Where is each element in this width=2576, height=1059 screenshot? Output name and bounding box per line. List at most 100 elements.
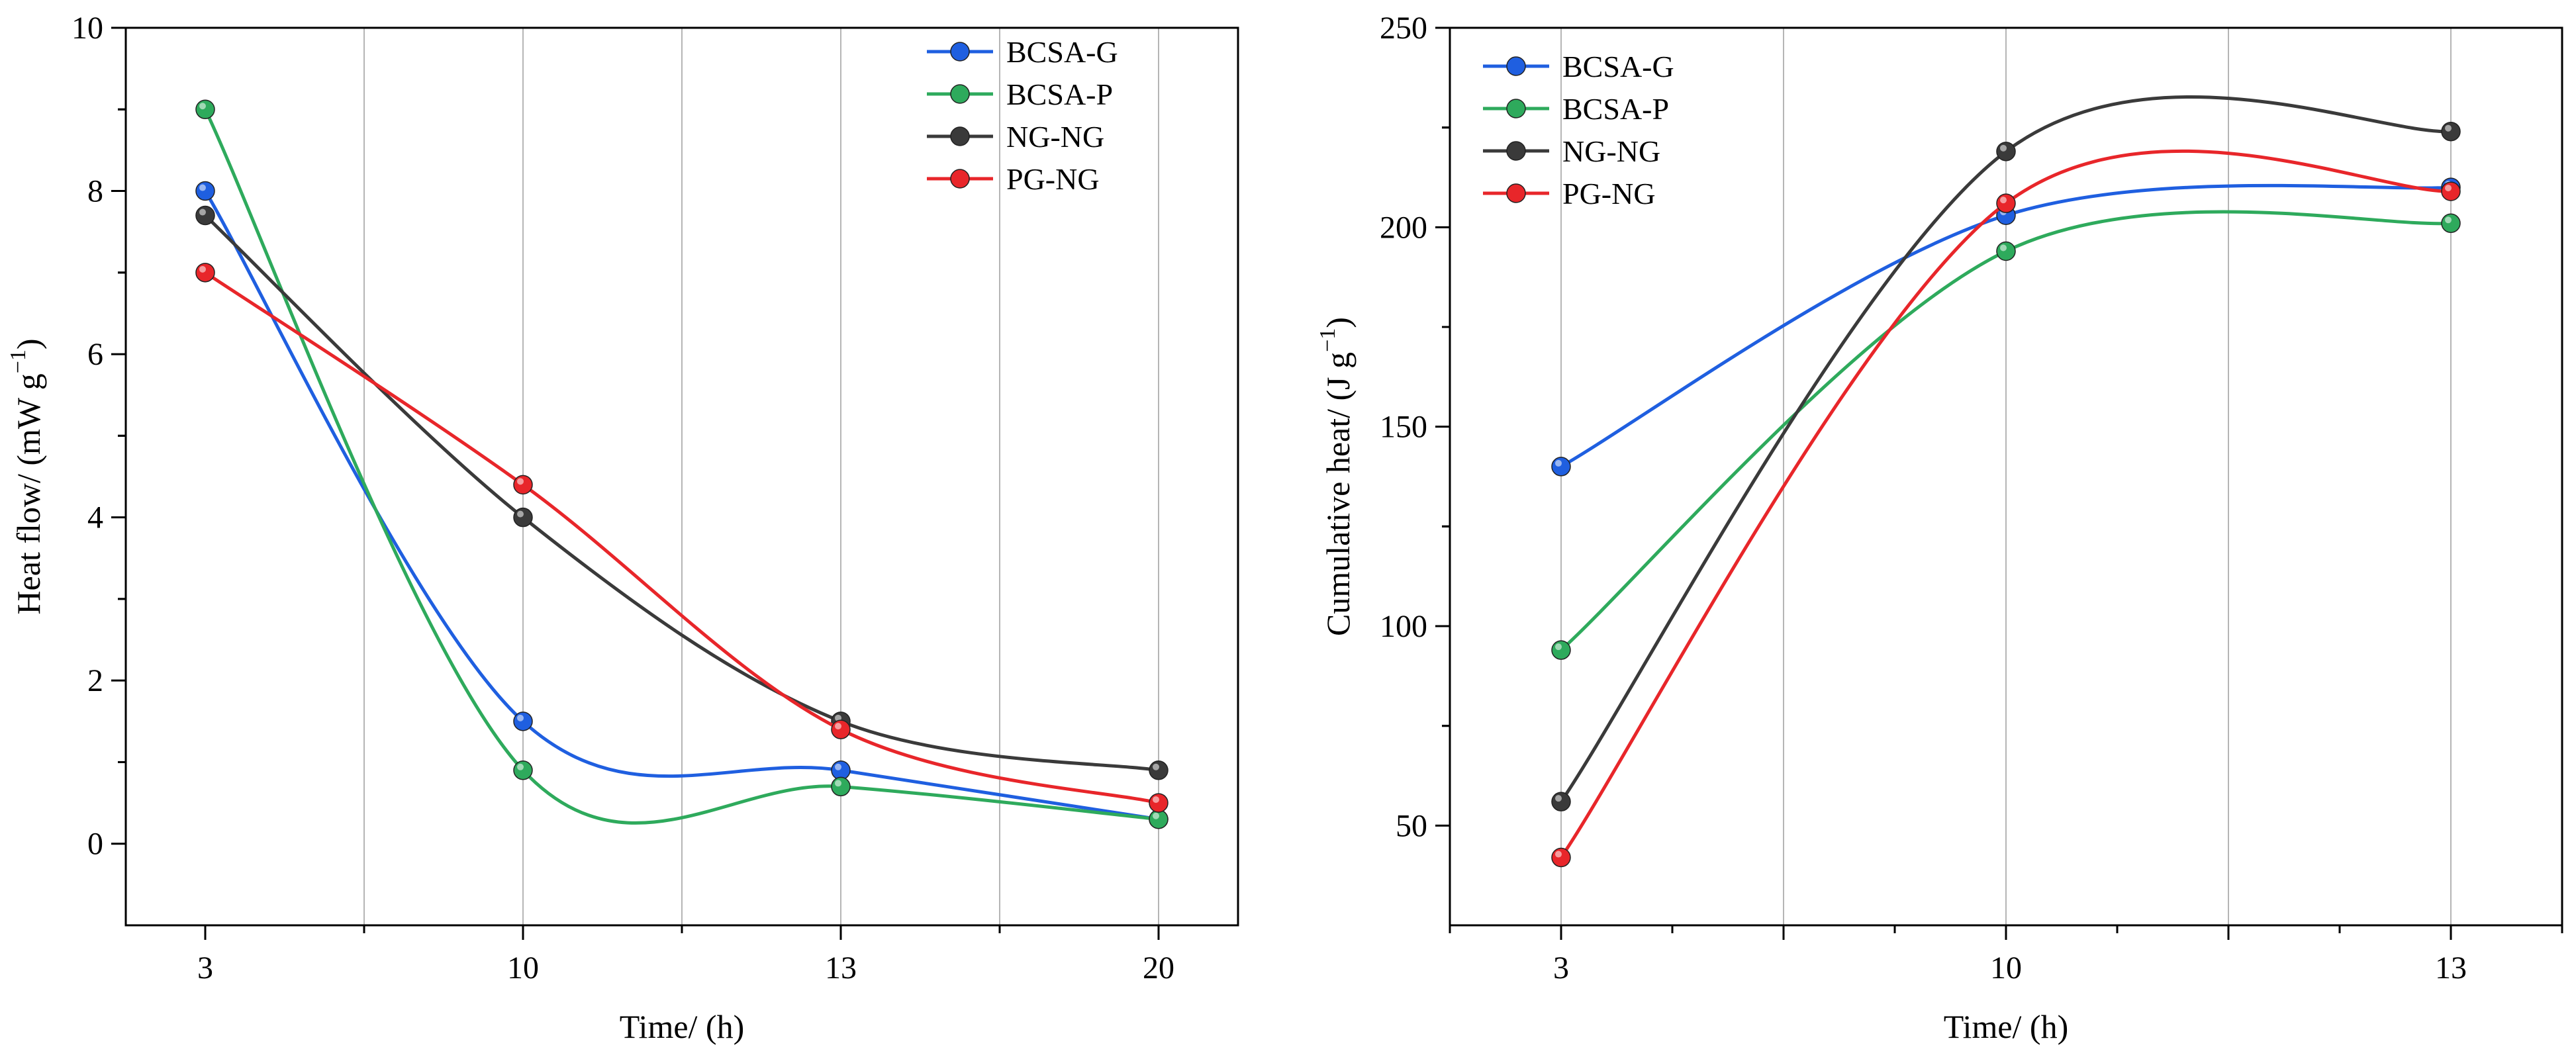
data-point-bcsa-p: [831, 776, 851, 797]
legend-marker-bcsa-g: [1506, 56, 1526, 76]
x-axis-title: Time/ (h): [620, 1008, 744, 1045]
data-point-highlight: [517, 510, 524, 518]
x-tick-label: 10: [1990, 950, 2022, 986]
y-tick-label: 4: [87, 500, 103, 535]
data-point-ng-ng: [1551, 792, 1571, 811]
legend-label-bcsa-g: BCSA-G: [1562, 50, 1674, 83]
data-point-ng-ng: [513, 507, 533, 528]
y-tick-label: 150: [1380, 410, 1427, 445]
data-point-pg-ng: [195, 263, 215, 283]
x-tick-label: 13: [825, 950, 857, 986]
series-line-ng-ng: [204, 214, 1159, 772]
series-line-bcsa-p: [203, 109, 1159, 825]
y-tick-label: 10: [72, 11, 103, 46]
x-tick-label: 3: [1553, 950, 1569, 986]
series-line-pg-ng: [204, 271, 1159, 805]
y-tick-label: 200: [1380, 210, 1427, 245]
data-point-bcsa-p: [1996, 241, 2016, 261]
y-axis-title: Heat flow/ (mW g−1): [6, 338, 47, 614]
y-axis-title-exponent: −1: [6, 349, 30, 373]
data-point-ng-ng: [1149, 760, 1169, 780]
data-point-bcsa-g: [831, 760, 851, 780]
y-tick-label: 0: [87, 827, 103, 862]
data-point-bcsa-p: [513, 760, 533, 780]
data-point-bcsa-p: [195, 99, 215, 120]
legend-marker-ng-ng: [950, 126, 970, 146]
data-point-highlight: [2000, 244, 2007, 252]
y-axis-title-close: ): [1319, 317, 1357, 328]
heat-flow-chart: 3 10 13 20 0 2 4 6 8 10 Time/ (h) Heat flow/ (mW g−…: [6, 11, 1239, 1045]
legend-marker-ng-ng: [1506, 141, 1526, 161]
data-point-highlight: [1555, 643, 1562, 651]
data-point-highlight: [2000, 144, 2007, 152]
data-point-ng-ng: [195, 205, 215, 226]
legend-marker-pg-ng: [950, 169, 970, 189]
legend-label-pg-ng: PG-NG: [1562, 177, 1656, 210]
data-point-highlight: [2445, 216, 2452, 224]
data-point-bcsa-p: [1551, 640, 1571, 660]
data-point-pg-ng: [1551, 847, 1571, 868]
legend-marker-bcsa-g: [950, 42, 970, 62]
cumulative-heat-chart: 3 10 13 50 100 150 200 250 Time/ (h) Cumulative h…: [1315, 11, 2563, 1045]
x-tick-label: 13: [2435, 950, 2467, 986]
data-point-pg-ng: [831, 719, 851, 739]
series-line-pg-ng: [1559, 149, 2452, 858]
data-point-bcsa-p: [2441, 213, 2461, 234]
y-tick-label: 2: [87, 663, 103, 698]
data-point-bcsa-g: [1551, 457, 1571, 477]
data-point-highlight: [1555, 851, 1562, 858]
y-axis-title-exponent: −1: [1315, 328, 1340, 352]
y-tick-label: 8: [87, 174, 103, 209]
data-point-highlight: [1153, 812, 1159, 819]
data-point-highlight: [835, 714, 841, 721]
data-point-highlight: [199, 265, 206, 273]
legend-label-ng-ng: NG-NG: [1006, 120, 1104, 154]
legend-label-pg-ng: PG-NG: [1006, 162, 1100, 196]
data-point-highlight: [1153, 796, 1159, 804]
data-point-highlight: [835, 763, 841, 770]
data-point-highlight: [199, 208, 206, 216]
data-point-pg-ng: [513, 475, 533, 495]
data-point-highlight: [1153, 763, 1159, 770]
legend-marker-bcsa-p: [1506, 99, 1526, 118]
data-point-pg-ng: [1996, 193, 2016, 213]
legend-label-ng-ng: NG-NG: [1562, 134, 1660, 168]
series-line-bcsa-g: [203, 190, 1159, 821]
y-axis-title: Cumulative heat/ (J g−1): [1315, 317, 1357, 636]
x-tick-label: 10: [507, 950, 539, 986]
series-line-ng-ng: [1559, 95, 2452, 803]
y-tick-label: 50: [1396, 808, 1427, 843]
data-point-highlight: [835, 723, 841, 730]
data-point-highlight: [2445, 185, 2452, 192]
data-point-highlight: [517, 763, 524, 770]
data-point-bcsa-g: [195, 181, 215, 201]
data-point-highlight: [517, 714, 524, 721]
data-point-ng-ng: [1996, 142, 2016, 161]
x-tick-label: 20: [1143, 950, 1174, 986]
data-point-pg-ng: [2441, 181, 2461, 201]
legend-label-bcsa-g: BCSA-G: [1006, 35, 1118, 69]
data-point-highlight: [835, 780, 841, 787]
x-axis-title: Time/ (h): [1944, 1008, 2068, 1045]
y-axis-title-close: ): [10, 338, 47, 349]
legend-marker-pg-ng: [1506, 183, 1526, 203]
x-tick-label: 3: [197, 950, 213, 986]
data-point-highlight: [2000, 197, 2007, 204]
data-point-bcsa-g: [513, 712, 533, 731]
data-point-highlight: [1555, 795, 1562, 802]
data-point-highlight: [1555, 459, 1562, 467]
data-point-highlight: [2445, 124, 2452, 132]
legend-label-bcsa-p: BCSA-P: [1562, 92, 1669, 126]
y-axis-title-main: Heat flow/ (mW g: [10, 373, 47, 614]
data-point-highlight: [199, 184, 206, 191]
series-line-bcsa-p: [1560, 210, 2452, 652]
data-point-highlight: [199, 103, 206, 110]
legend-label-bcsa-p: BCSA-P: [1006, 77, 1113, 111]
y-tick-label: 100: [1380, 609, 1427, 644]
y-tick-label: 6: [87, 337, 103, 372]
data-point-highlight: [517, 478, 524, 485]
legend-marker-bcsa-p: [950, 84, 970, 104]
data-point-ng-ng: [2441, 121, 2461, 142]
y-tick-label: 250: [1380, 11, 1427, 46]
